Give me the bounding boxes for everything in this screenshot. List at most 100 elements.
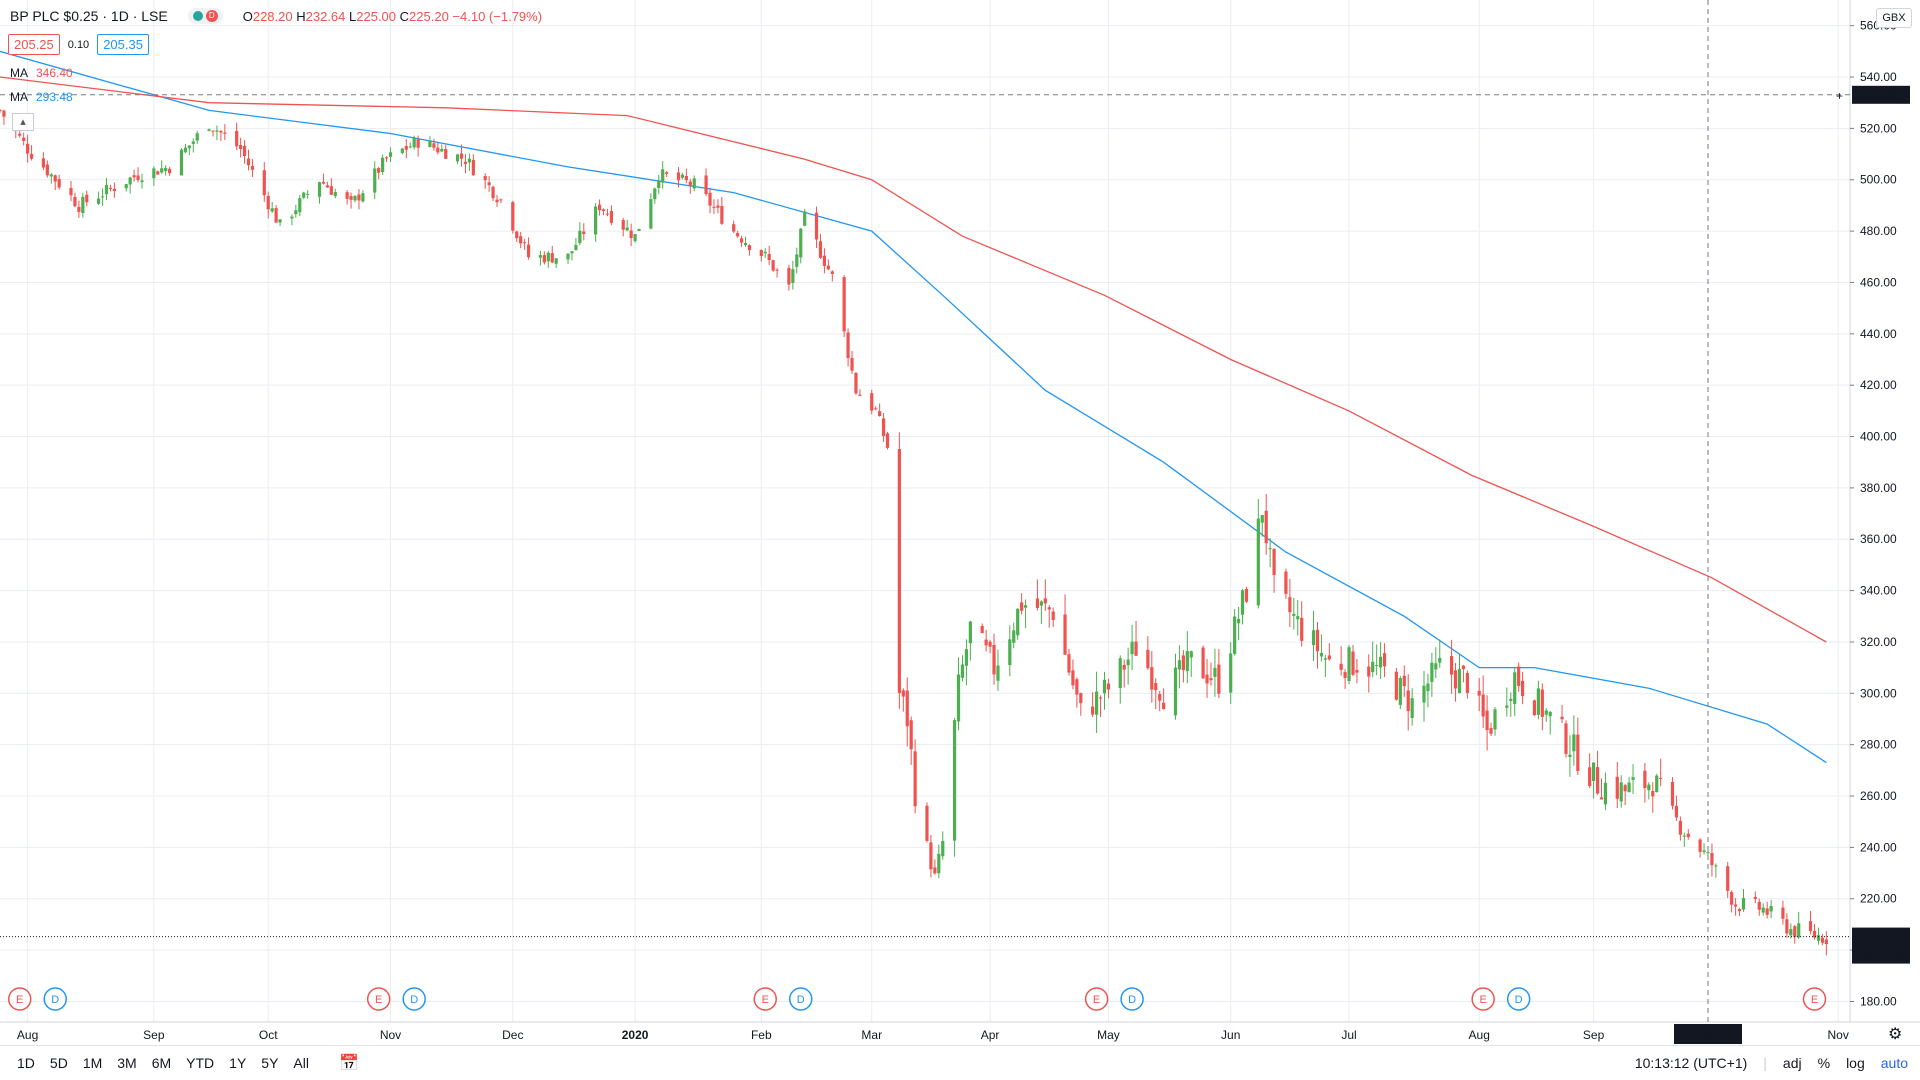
candle-body — [384, 157, 389, 159]
y-tick-label: 400.00 — [1860, 430, 1897, 444]
countdown-label: 08:06:46 — [1858, 948, 1905, 962]
candle-body — [1398, 678, 1402, 705]
range-3m[interactable]: 3M — [117, 1055, 137, 1071]
earnings-marker[interactable]: E — [1084, 987, 1109, 1011]
close-value: 225.20 — [409, 8, 449, 24]
candle — [1158, 690, 1162, 712]
dividend-marker[interactable]: D — [788, 987, 813, 1011]
ma-legend-2[interactable]: MA 293.48 — [10, 90, 73, 104]
range-5d[interactable]: 5D — [49, 1055, 68, 1071]
symbol-title[interactable]: BP PLC $0.25 · 1D · LSE — [10, 8, 168, 24]
adj-toggle[interactable]: adj — [1782, 1055, 1802, 1071]
range-all[interactable]: All — [293, 1055, 309, 1071]
bid-price[interactable]: 205.25 — [8, 34, 60, 55]
candle-body — [1205, 674, 1209, 684]
range-ytd[interactable]: YTD — [186, 1055, 215, 1071]
x-tick-label: Dec — [502, 1028, 523, 1042]
candle-body — [349, 196, 353, 200]
auto-toggle[interactable]: auto — [1880, 1055, 1908, 1071]
candle — [1185, 631, 1189, 684]
event-circle — [366, 987, 391, 1011]
x-tick-label: Apr — [981, 1028, 1000, 1042]
candle — [1106, 678, 1111, 699]
candle-body — [471, 159, 475, 176]
candle — [377, 166, 381, 180]
event-label: E — [762, 994, 769, 1006]
candle-body — [826, 265, 830, 270]
candle-body — [1339, 663, 1343, 670]
candle-body — [333, 192, 337, 197]
dividend-marker[interactable]: D — [402, 987, 426, 1011]
earnings-marker[interactable]: E — [753, 987, 777, 1011]
ma-1-value: 346.40 — [36, 66, 73, 80]
range-6m[interactable]: 6M — [151, 1055, 172, 1071]
dividend-marker[interactable]: D — [1120, 987, 1144, 1011]
time-axis[interactable]: Aug Sep Oct Nov Dec 2020 Feb Mar Apr May Jun Jul Aug… — [0, 1021, 1920, 1042]
range-5y[interactable]: 5Y — [261, 1055, 279, 1071]
candle — [1020, 593, 1024, 615]
candle-body — [799, 228, 803, 258]
plus-icon: + — [1836, 89, 1843, 103]
candle-body — [1047, 607, 1051, 610]
candle-body — [1016, 608, 1020, 636]
percent-toggle[interactable]: % — [1817, 1055, 1831, 1071]
candle — [1102, 671, 1107, 710]
candle-body — [736, 233, 740, 237]
candle — [633, 233, 637, 243]
candle — [736, 230, 740, 238]
earnings-marker[interactable]: E — [1802, 987, 1827, 1011]
candle-body — [1595, 767, 1600, 794]
candle-body — [2, 110, 6, 117]
x-tick-label: Nov — [380, 1028, 401, 1042]
low-value: 225.00 — [356, 8, 397, 24]
log-toggle[interactable]: log — [1846, 1055, 1865, 1071]
range-1m[interactable]: 1M — [82, 1055, 103, 1071]
candle — [235, 122, 239, 151]
earnings-marker[interactable]: E — [366, 987, 391, 1011]
collapse-legend-button[interactable]: ▴ — [12, 113, 34, 131]
candle — [1098, 695, 1103, 717]
candle-body — [1453, 670, 1458, 689]
calendar-goto-icon[interactable]: 📅 — [338, 1055, 359, 1072]
candle — [1039, 600, 1043, 624]
earnings-marker[interactable]: E — [1471, 987, 1495, 1011]
market-status[interactable]: D — [187, 8, 223, 24]
candle-body — [597, 204, 602, 211]
candle-body — [404, 146, 408, 150]
session-time[interactable]: 10:13:12 (UTC+1) — [1634, 1055, 1748, 1071]
candle-body — [1659, 777, 1663, 779]
candle-body — [1797, 923, 1801, 938]
x-tick-label: Oct — [259, 1028, 278, 1042]
range-1d[interactable]: 1D — [17, 1055, 35, 1071]
candle — [183, 143, 187, 154]
candle — [274, 205, 278, 223]
candle-body — [136, 175, 140, 181]
ask-price[interactable]: 205.35 — [97, 34, 149, 55]
range-1y[interactable]: 1Y — [229, 1055, 247, 1071]
candle — [1292, 597, 1296, 630]
price-chart[interactable]: 180.00200.00220.00240.00260.00280.00300.… — [0, 0, 1920, 1045]
candle — [649, 193, 653, 230]
candle — [483, 173, 487, 189]
candle — [1785, 913, 1789, 938]
candle-body — [444, 149, 448, 159]
ma-legend-1[interactable]: MA 346.40 — [10, 66, 73, 80]
candle-body — [1643, 770, 1647, 789]
candle — [294, 204, 298, 218]
currency-badge[interactable]: GBX — [1876, 8, 1912, 28]
event-circle — [43, 987, 67, 1011]
price-axis[interactable]: 180.00200.00220.00240.00260.00280.00300.… — [1849, 0, 1897, 1022]
candle — [1513, 666, 1517, 716]
candle-body — [191, 141, 195, 144]
candle-body — [511, 202, 515, 231]
candle-body — [1122, 664, 1126, 670]
candle — [759, 249, 763, 262]
dividend-marker[interactable]: D — [1506, 987, 1531, 1011]
earnings-marker[interactable]: E — [7, 987, 32, 1011]
candle-body — [1272, 548, 1276, 576]
candle — [653, 187, 657, 204]
candle-body — [1599, 797, 1604, 800]
dividend-marker[interactable]: D — [43, 987, 67, 1011]
candle — [1615, 762, 1619, 809]
